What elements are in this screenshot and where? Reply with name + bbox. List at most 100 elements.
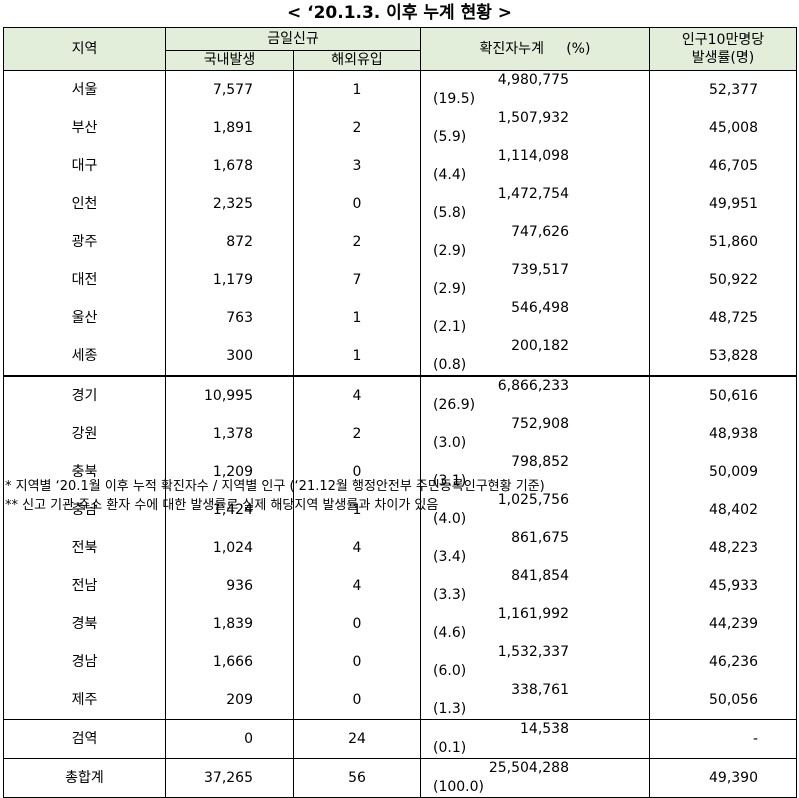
overseas-cell: 0 xyxy=(293,453,421,491)
cumulative-value: 1,161,992 xyxy=(497,606,569,622)
rate-cell: 48,938 xyxy=(649,415,797,453)
table-row: 강원 1,378 2 752,908 (3.0) 48,938 xyxy=(3,415,797,453)
region-cell: 서울 xyxy=(3,70,166,109)
cumulative-percent: (2.9) xyxy=(433,243,467,259)
region-cell: 경남 xyxy=(3,643,166,681)
table-row: 전북 1,024 4 861,675 (3.4) 48,223 xyxy=(3,529,797,567)
cumulative-value: 338,761 xyxy=(511,682,569,698)
cumulative-percent: (4.4) xyxy=(433,167,467,183)
cumulative-value: 1,025,756 xyxy=(497,492,569,508)
rate-cell: 44,239 xyxy=(649,605,797,643)
rate-cell: 50,616 xyxy=(649,375,797,415)
cumulative-value: 841,854 xyxy=(511,568,569,584)
cumulative-value: 4,980,775 xyxy=(497,72,569,88)
region-cell: 검역 xyxy=(3,719,166,759)
overseas-cell: 2 xyxy=(293,415,421,453)
overseas-cell: 4 xyxy=(293,529,421,567)
table-row: 부산 1,891 2 1,507,932 (5.9) 45,008 xyxy=(3,109,797,147)
rate-cell: 46,705 xyxy=(649,147,797,185)
rate-cell: 52,377 xyxy=(649,70,797,109)
header-rate-line1: 인구10만명당 xyxy=(681,32,765,48)
header-rate: 인구10만명당 발생률(명) xyxy=(649,27,797,71)
region-cell: 강원 xyxy=(3,415,166,453)
header-cumulative-label: 확진자누계 xyxy=(479,41,544,57)
cumulative-cell: 338,761 (1.3) xyxy=(420,681,650,720)
overseas-cell: 0 xyxy=(293,605,421,643)
header-daily-new: 금일신규 xyxy=(165,27,421,51)
cumulative-cell: 798,852 (3.1) xyxy=(420,453,650,491)
cumulative-cell: 747,626 (2.9) xyxy=(420,223,650,261)
domestic-cell: 1,891 xyxy=(165,109,294,147)
cumulative-cell: 841,854 (3.3) xyxy=(420,567,650,605)
cumulative-value: 14,538 xyxy=(520,721,569,737)
cumulative-value: 798,852 xyxy=(511,454,569,470)
cumulative-percent: (3.0) xyxy=(433,435,467,451)
table-row: 세종 300 1 200,182 (0.8) 53,828 xyxy=(3,337,797,376)
cumulative-cell: 14,538 (0.1) xyxy=(420,719,650,759)
region-cell: 총합계 xyxy=(3,758,166,798)
overseas-cell: 56 xyxy=(293,758,421,798)
cumulative-percent: (3.1) xyxy=(433,473,467,489)
domestic-cell: 1,179 xyxy=(165,261,294,299)
table-row: 대전 1,179 7 739,517 (2.9) 50,922 xyxy=(3,261,797,299)
region-cell: 광주 xyxy=(3,223,166,261)
cumulative-value: 861,675 xyxy=(511,530,569,546)
overseas-cell: 7 xyxy=(293,261,421,299)
rate-cell: 48,402 xyxy=(649,491,797,529)
cumulative-cell: 6,866,233 (26.9) xyxy=(420,375,650,415)
domestic-cell: 1,839 xyxy=(165,605,294,643)
overseas-cell: 4 xyxy=(293,375,421,415)
cumulative-value: 6,866,233 xyxy=(497,378,569,394)
cumulative-cell: 1,507,932 (5.9) xyxy=(420,109,650,147)
region-cell: 세종 xyxy=(3,337,166,376)
region-cell: 대전 xyxy=(3,261,166,299)
table-row: 인천 2,325 0 1,472,754 (5.8) 49,951 xyxy=(3,185,797,223)
cumulative-cell: 1,532,337 (6.0) xyxy=(420,643,650,681)
overseas-cell: 24 xyxy=(293,719,421,759)
cumulative-percent: (100.0) xyxy=(433,779,485,795)
overseas-cell: 0 xyxy=(293,643,421,681)
table-row: 경북 1,839 0 1,161,992 (4.6) 44,239 xyxy=(3,605,797,643)
cumulative-percent: (3.3) xyxy=(433,587,467,603)
cumulative-percent: (6.0) xyxy=(433,663,467,679)
cumulative-percent: (26.9) xyxy=(433,397,476,413)
table-row: 서울 7,577 1 4,980,775 (19.5) 52,377 xyxy=(3,70,797,109)
footnotes: * 지역별 ‘20.1월 이후 누적 확진자수 / 지역별 인구 (‘21.12… xyxy=(5,477,545,515)
cumulative-value: 546,498 xyxy=(511,300,569,316)
overseas-cell: 3 xyxy=(293,147,421,185)
region-cell: 부산 xyxy=(3,109,166,147)
rate-cell: 50,056 xyxy=(649,681,797,720)
cumulative-cell: 200,182 (0.8) xyxy=(420,337,650,376)
cumulative-percent: (5.8) xyxy=(433,205,467,221)
footnote-2: ** 신고 기관 주소 환자 수에 대한 발생률로 실제 해당지역 발생률과 차… xyxy=(5,498,439,513)
cumulative-cell: 739,517 (2.9) xyxy=(420,261,650,299)
cumulative-percent: (0.8) xyxy=(433,357,467,373)
cumulative-value: 747,626 xyxy=(511,224,569,240)
region-cell: 인천 xyxy=(3,185,166,223)
region-cell: 울산 xyxy=(3,299,166,337)
cumulative-percent: (5.9) xyxy=(433,129,467,145)
region-cell: 경북 xyxy=(3,605,166,643)
rate-cell: 49,951 xyxy=(649,185,797,223)
footnote-1: * 지역별 ‘20.1월 이후 누적 확진자수 / 지역별 인구 (‘21.12… xyxy=(5,479,545,494)
header-domestic: 국내발생 xyxy=(165,50,294,71)
cumulative-percent: (19.5) xyxy=(433,91,476,107)
table-row: 총합계 37,265 56 25,504,288(100.0) 49,390 xyxy=(3,758,797,798)
rate-cell: 49,390 xyxy=(649,758,797,798)
cumulative-value: 200,182 xyxy=(511,338,569,354)
domestic-cell: 10,995 xyxy=(165,375,294,415)
rate-cell: - xyxy=(649,719,797,759)
table-title: < ‘20.1.3. 이후 누계 현황 > xyxy=(286,3,513,23)
cumulative-value: 1,507,932 xyxy=(497,110,569,126)
header-overseas: 해외유입 xyxy=(293,50,421,71)
overseas-cell: 1 xyxy=(293,70,421,109)
rate-cell: 48,223 xyxy=(649,529,797,567)
cumulative-cell: 1,472,754 (5.8) xyxy=(420,185,650,223)
header-cumulative: 확진자누계 (%) xyxy=(420,27,650,71)
domestic-cell: 936 xyxy=(165,567,294,605)
header-rate-line2: 발생률(명) xyxy=(691,50,755,66)
region-cell: 경기 xyxy=(3,375,166,415)
rate-cell: 51,860 xyxy=(649,223,797,261)
cumulative-cell: 1,114,098 (4.4) xyxy=(420,147,650,185)
table-row: 울산 763 1 546,498 (2.1) 48,725 xyxy=(3,299,797,337)
